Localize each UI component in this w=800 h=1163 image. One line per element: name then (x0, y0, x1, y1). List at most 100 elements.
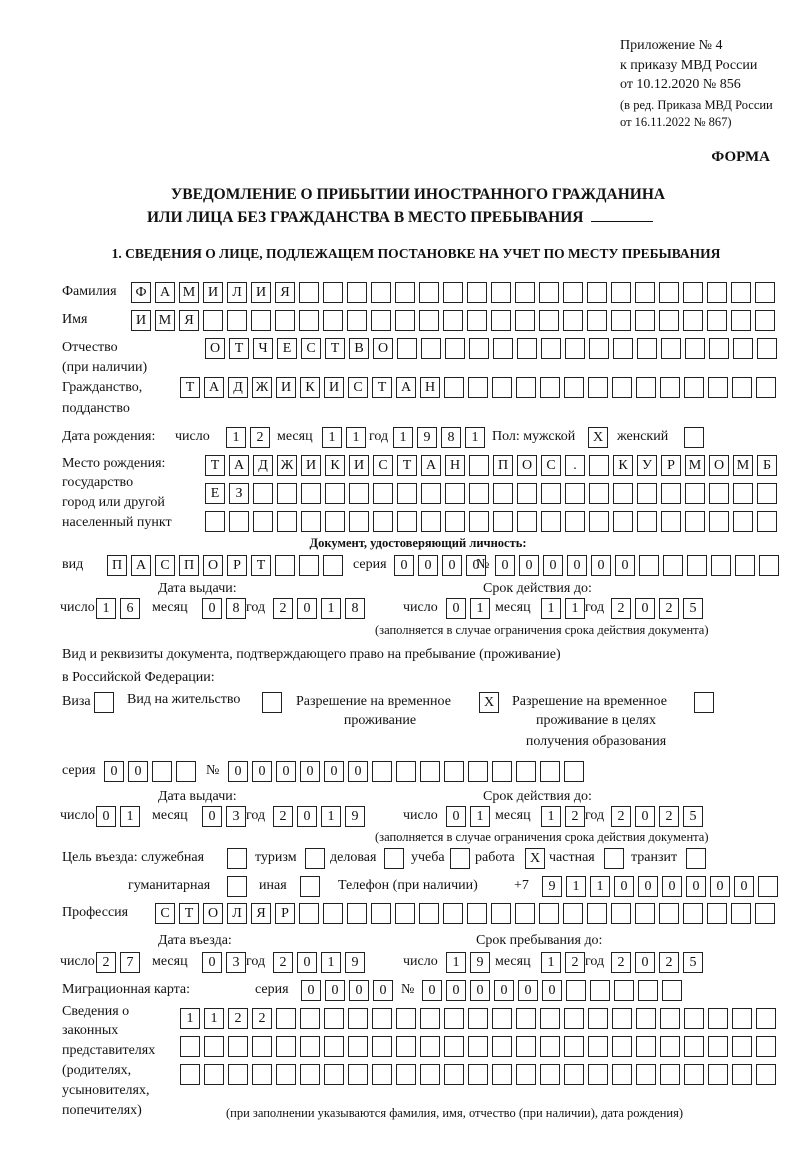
char-box[interactable] (323, 282, 343, 303)
char-box[interactable] (541, 483, 561, 504)
char-box[interactable] (277, 483, 297, 504)
char-box[interactable] (613, 483, 633, 504)
char-box[interactable] (540, 1036, 560, 1057)
char-box[interactable]: 0 (128, 761, 148, 782)
char-box[interactable] (707, 903, 727, 924)
char-box[interactable] (711, 555, 731, 576)
char-box[interactable] (732, 377, 752, 398)
char-box[interactable]: 0 (494, 980, 514, 1001)
char-box[interactable] (253, 511, 273, 532)
purpose-work-checkbox[interactable]: X (525, 848, 545, 869)
char-box[interactable] (397, 511, 417, 532)
char-box[interactable]: 0 (300, 761, 320, 782)
char-box[interactable]: 0 (301, 980, 321, 1001)
char-box[interactable] (589, 338, 609, 359)
char-box[interactable]: Е (277, 338, 297, 359)
char-box[interactable] (348, 1064, 368, 1085)
char-box[interactable] (541, 511, 561, 532)
char-box[interactable] (515, 310, 535, 331)
char-box[interactable] (469, 455, 489, 476)
char-box[interactable]: П (107, 555, 127, 576)
char-box[interactable] (444, 761, 464, 782)
char-box[interactable]: 0 (614, 876, 634, 897)
char-box[interactable] (684, 1036, 704, 1057)
char-box[interactable] (468, 377, 488, 398)
char-box[interactable] (563, 903, 583, 924)
char-box[interactable]: 0 (325, 980, 345, 1001)
char-box[interactable]: Б (757, 455, 777, 476)
char-box[interactable] (684, 1008, 704, 1029)
char-box[interactable]: Я (251, 903, 271, 924)
char-box[interactable] (756, 377, 776, 398)
char-box[interactable] (492, 377, 512, 398)
char-box[interactable]: И (131, 310, 151, 331)
char-box[interactable] (227, 310, 247, 331)
char-box[interactable] (707, 282, 727, 303)
char-box[interactable] (661, 483, 681, 504)
char-box[interactable] (299, 282, 319, 303)
char-box[interactable]: З (229, 483, 249, 504)
char-box[interactable] (420, 1008, 440, 1029)
char-box[interactable] (180, 1064, 200, 1085)
char-box[interactable] (277, 511, 297, 532)
char-box[interactable]: 0 (591, 555, 611, 576)
char-box[interactable] (300, 876, 320, 897)
char-box[interactable]: 0 (542, 980, 562, 1001)
char-box[interactable] (756, 1008, 776, 1029)
char-box[interactable] (468, 1036, 488, 1057)
char-box[interactable]: X (479, 692, 499, 713)
char-box[interactable] (491, 282, 511, 303)
char-box[interactable]: . (565, 455, 585, 476)
char-box[interactable]: У (637, 455, 657, 476)
char-box[interactable] (564, 1064, 584, 1085)
char-box[interactable]: Т (205, 455, 225, 476)
char-box[interactable] (587, 903, 607, 924)
char-box[interactable] (396, 1036, 416, 1057)
char-box[interactable] (372, 761, 392, 782)
char-box[interactable] (419, 903, 439, 924)
char-box[interactable] (540, 1008, 560, 1029)
char-box[interactable] (324, 1036, 344, 1057)
char-box[interactable]: 1 (96, 598, 116, 619)
char-box[interactable]: 1 (322, 427, 342, 448)
char-box[interactable] (396, 1064, 416, 1085)
char-box[interactable]: 1 (393, 427, 413, 448)
char-box[interactable] (709, 338, 729, 359)
char-box[interactable] (612, 1008, 632, 1029)
char-box[interactable]: А (229, 455, 249, 476)
char-box[interactable] (587, 310, 607, 331)
char-box[interactable] (611, 903, 631, 924)
char-box[interactable] (300, 1008, 320, 1029)
char-box[interactable] (468, 1064, 488, 1085)
char-box[interactable] (540, 377, 560, 398)
char-box[interactable] (659, 903, 679, 924)
char-box[interactable]: О (203, 555, 223, 576)
char-box[interactable] (421, 483, 441, 504)
char-box[interactable]: О (205, 338, 225, 359)
char-box[interactable]: 8 (226, 598, 246, 619)
char-box[interactable]: Т (372, 377, 392, 398)
char-box[interactable] (541, 338, 561, 359)
char-box[interactable] (493, 511, 513, 532)
char-box[interactable] (468, 761, 488, 782)
char-box[interactable]: 1 (541, 806, 561, 827)
char-box[interactable] (565, 338, 585, 359)
char-box[interactable] (445, 338, 465, 359)
char-box[interactable]: 6 (120, 598, 140, 619)
char-box[interactable] (176, 761, 196, 782)
char-box[interactable]: С (348, 377, 368, 398)
char-box[interactable] (443, 282, 463, 303)
char-box[interactable] (372, 1008, 392, 1029)
char-box[interactable]: 1 (590, 876, 610, 897)
char-box[interactable] (612, 377, 632, 398)
char-box[interactable] (539, 903, 559, 924)
trp-edu-checkbox[interactable] (694, 692, 714, 713)
char-box[interactable] (229, 511, 249, 532)
